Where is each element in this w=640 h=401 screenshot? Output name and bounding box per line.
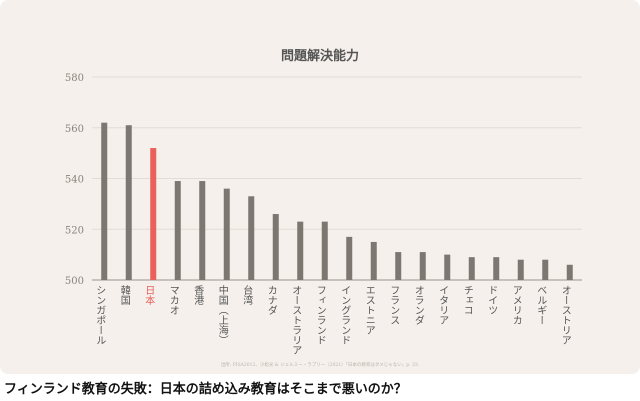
x-tick-label: 韓国 bbox=[118, 285, 130, 306]
bar bbox=[395, 252, 402, 280]
bar bbox=[493, 257, 500, 280]
x-tick-label: ベルギー bbox=[535, 285, 547, 325]
x-tick-label: イタリア bbox=[437, 285, 449, 325]
bar-chart: 問題解決能力 500 520 540 560 580 シンガポール 韓国 日本 マカオ 香港 中国… bbox=[65, 48, 582, 368]
bar bbox=[199, 181, 206, 280]
x-tick-label: カナダ bbox=[265, 285, 277, 315]
x-tick-label: オランダ bbox=[412, 285, 424, 325]
chart-card: 問題解決能力 500 520 540 560 580 シンガポール 韓国 日本 マカオ 香港 中国… bbox=[0, 0, 640, 374]
x-tick-label: 中国（上海） bbox=[216, 284, 228, 345]
y-tick-label: 520 bbox=[65, 225, 84, 236]
x-tick-label: ドイツ bbox=[486, 285, 498, 315]
bar bbox=[174, 181, 181, 280]
y-tick-label: 560 bbox=[65, 124, 84, 135]
y-tick-label: 500 bbox=[65, 276, 84, 287]
y-tick-label: 540 bbox=[65, 175, 84, 186]
x-tick-label: オーストリア bbox=[559, 285, 570, 345]
x-tick-label: 香港 bbox=[192, 285, 204, 305]
x-tick-label: チェコ bbox=[461, 285, 472, 315]
bar bbox=[101, 122, 108, 280]
bar bbox=[517, 259, 524, 280]
bar bbox=[223, 188, 230, 280]
x-tick-label: フィンランド bbox=[314, 285, 325, 345]
bar bbox=[297, 221, 304, 280]
bar bbox=[566, 264, 573, 280]
x-tick-label: フランス bbox=[388, 285, 399, 325]
bar bbox=[444, 254, 451, 280]
x-tick-label: アメリカ bbox=[510, 285, 521, 325]
bar bbox=[321, 221, 328, 280]
x-tick-label: 日本 bbox=[143, 285, 155, 306]
x-tick-label: マカオ bbox=[167, 285, 178, 315]
x-tick-label: エストニア bbox=[363, 285, 375, 335]
bar bbox=[248, 196, 255, 280]
y-tick-label: 580 bbox=[65, 73, 84, 84]
bar bbox=[468, 257, 475, 280]
x-tick-label: シンガポール bbox=[94, 285, 106, 345]
x-tick-label: オーストラリア bbox=[290, 285, 301, 355]
bar bbox=[419, 252, 426, 280]
article-caption[interactable]: フィンランド教育の失敗：日本の詰め込み教育はそこまで悪いのか？ bbox=[4, 382, 407, 397]
bar bbox=[542, 259, 549, 280]
bar bbox=[125, 125, 132, 281]
x-tick-label: イングランド bbox=[339, 285, 351, 345]
chart-title: 問題解決能力 bbox=[281, 48, 359, 64]
source-note: 出所: PISA2012、小松光 & ジェルミー・ラプリー（2021）『日本の教… bbox=[221, 361, 420, 368]
bar bbox=[346, 236, 353, 280]
bar bbox=[370, 241, 377, 280]
bar bbox=[150, 148, 157, 280]
bar bbox=[272, 214, 279, 280]
x-tick-label: 台湾 bbox=[241, 284, 253, 306]
